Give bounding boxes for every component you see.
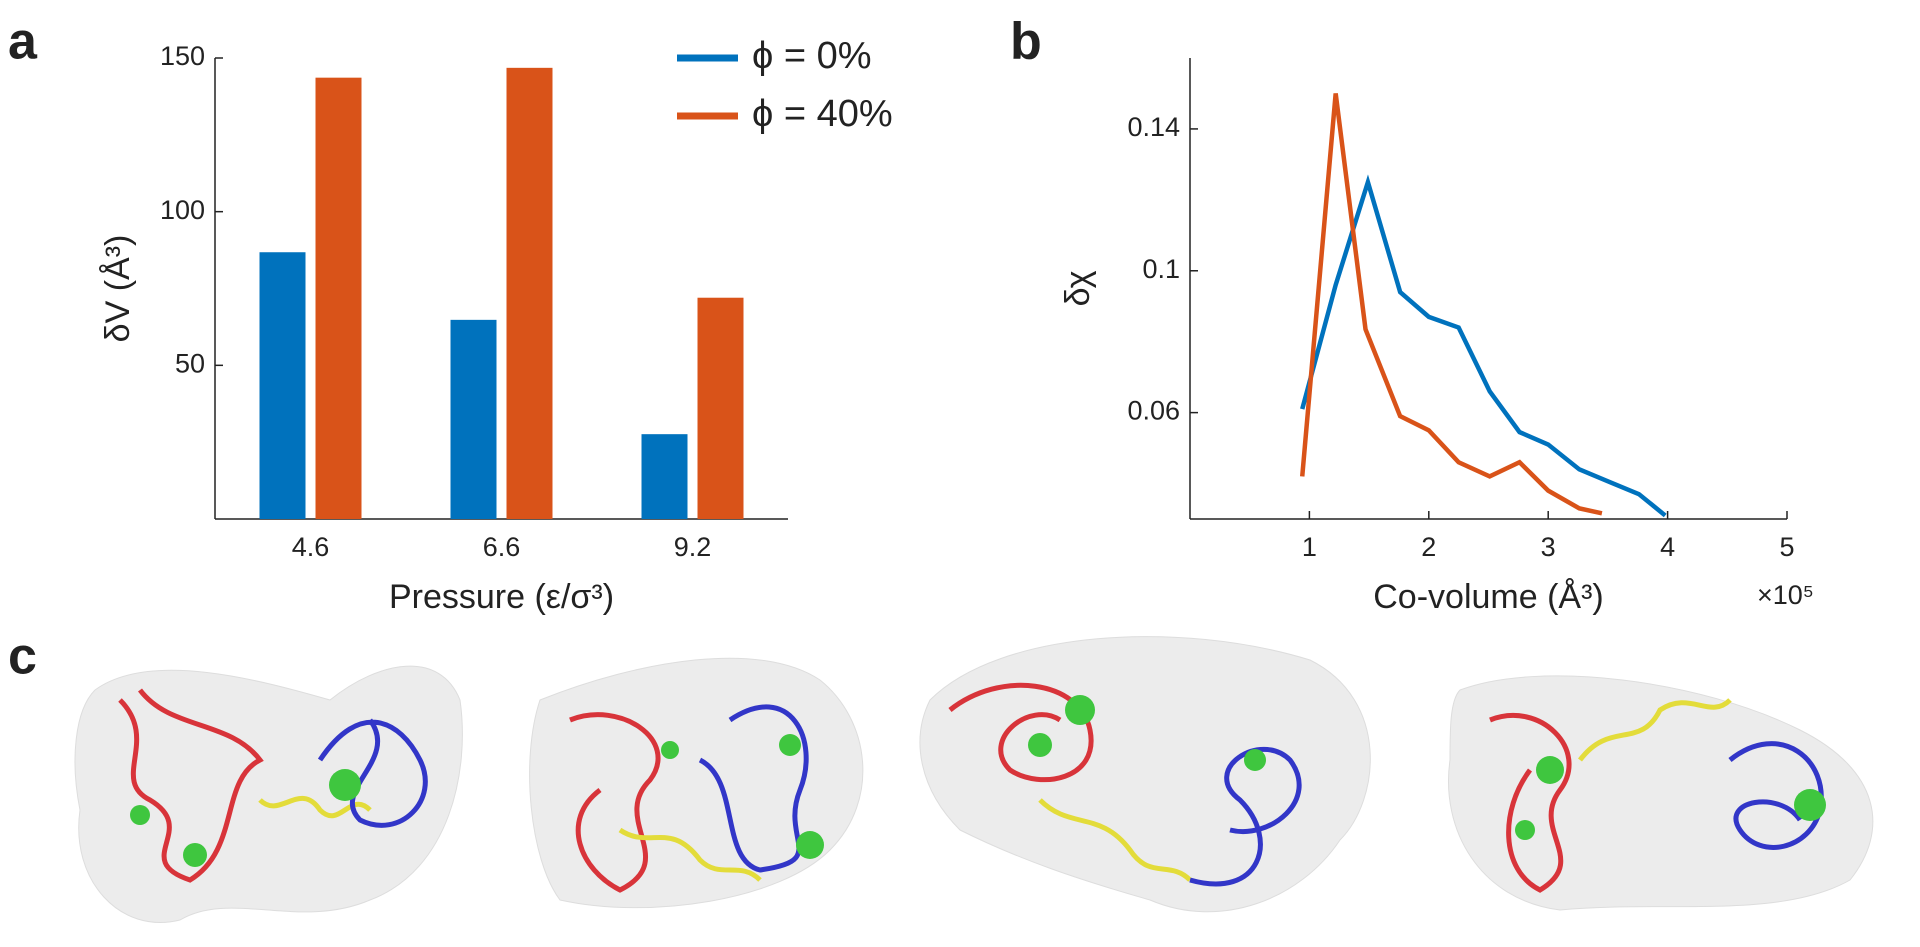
y-axis-label: δχ xyxy=(1059,270,1097,306)
x-tick-label: 4.6 xyxy=(292,532,330,562)
y-axis-label: δV (Å³) xyxy=(99,235,137,343)
bar xyxy=(641,434,688,519)
structure xyxy=(919,636,1371,913)
bar xyxy=(315,77,362,519)
y-tick-label: 0.1 xyxy=(1142,254,1180,284)
structure xyxy=(1448,675,1874,911)
x-tick-label: 3 xyxy=(1541,532,1556,562)
x-tick-label: 4 xyxy=(1660,532,1675,562)
x-tick-label: 1 xyxy=(1302,532,1317,562)
x-multiplier: ×10⁵ xyxy=(1757,580,1814,610)
bar xyxy=(450,319,497,519)
y-tick-label: 50 xyxy=(175,348,205,378)
bar xyxy=(697,297,744,519)
x-axis-label: Pressure (ε/σ³) xyxy=(389,578,614,616)
legend-label: ϕ = 40% xyxy=(752,93,893,135)
y-tick-label: 150 xyxy=(160,41,205,71)
structure xyxy=(529,657,864,909)
y-tick-label: 100 xyxy=(160,195,205,225)
panel-label: c xyxy=(8,628,37,686)
x-tick-label: 6.6 xyxy=(483,532,521,562)
line xyxy=(1299,93,1603,516)
y-tick-label: 0.06 xyxy=(1127,396,1180,426)
protein-structures xyxy=(74,636,1874,923)
x-axis-label: Co-volume (Å³) xyxy=(1373,578,1603,616)
panel-label: b xyxy=(1010,13,1042,71)
legend-label: ϕ = 0% xyxy=(752,35,872,77)
y-tick-label: 0.14 xyxy=(1127,112,1180,142)
x-tick-label: 2 xyxy=(1421,532,1436,562)
bar xyxy=(506,67,553,520)
x-tick-label: 5 xyxy=(1779,532,1794,562)
structure xyxy=(74,665,463,923)
line xyxy=(1300,174,1667,518)
x-tick-label: 9.2 xyxy=(674,532,712,562)
bar xyxy=(259,252,306,519)
panel-label: a xyxy=(8,13,38,71)
